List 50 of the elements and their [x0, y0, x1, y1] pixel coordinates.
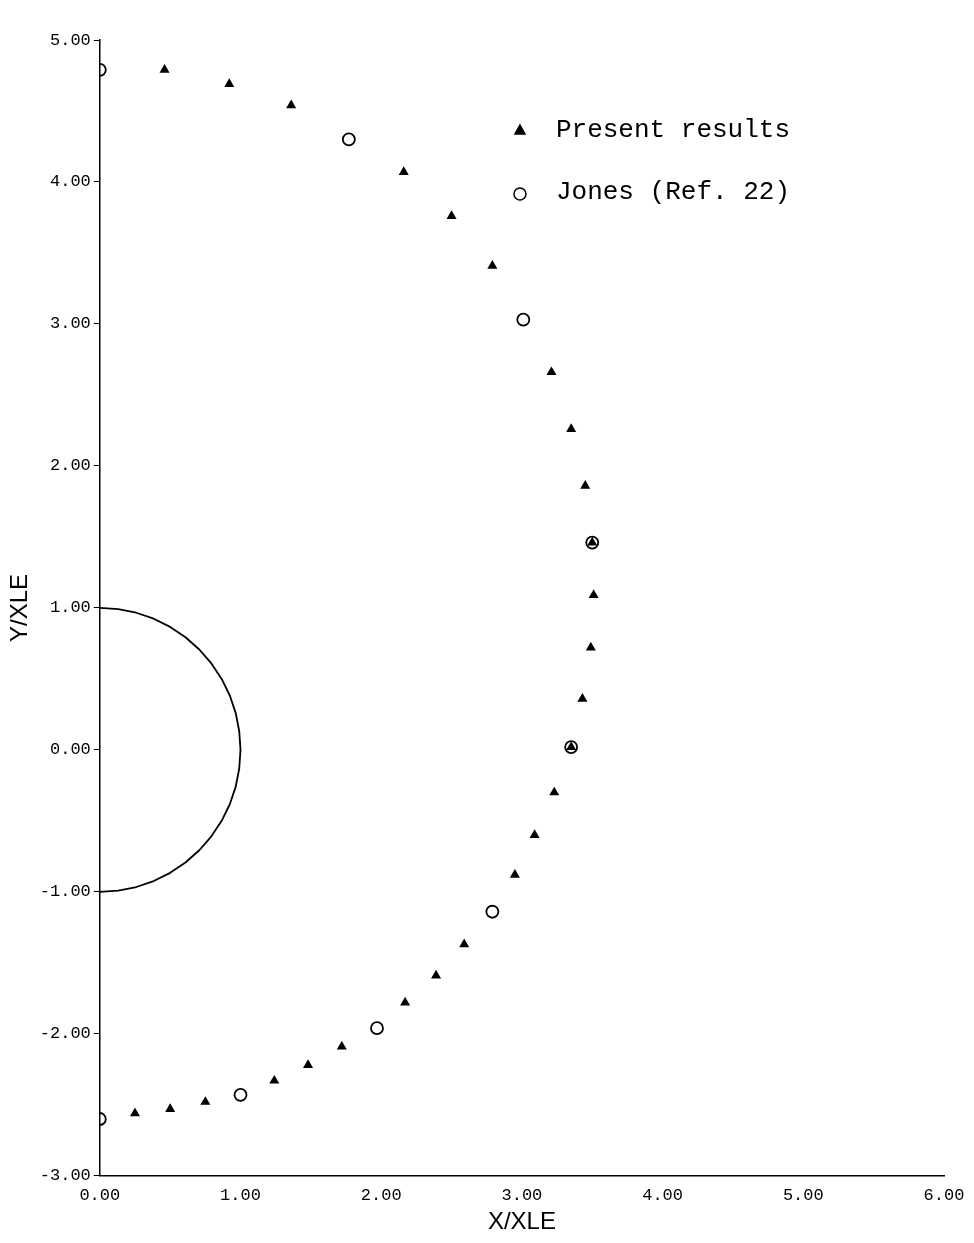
x-tick-label: 1.00	[220, 1185, 261, 1205]
y-tick-label: -3.00	[39, 1166, 91, 1186]
point	[200, 1097, 210, 1105]
point	[303, 1060, 313, 1068]
point	[586, 642, 596, 651]
point	[585, 535, 600, 550]
point	[224, 79, 234, 87]
point	[547, 367, 556, 376]
point	[589, 590, 599, 599]
x-tick-label: 3.00	[501, 1185, 543, 1205]
point	[130, 1108, 140, 1117]
x-tick-label: 4.00	[642, 1185, 684, 1205]
point	[459, 939, 469, 948]
point	[516, 312, 531, 327]
point	[286, 100, 296, 109]
y-tick-label: -2.00	[39, 1024, 91, 1044]
point	[566, 424, 576, 432]
y-tick-label: 4.00	[50, 172, 91, 192]
point	[341, 132, 356, 147]
point	[400, 997, 410, 1006]
y-tick-label: 3.00	[50, 314, 91, 334]
y-tick-label: 2.00	[50, 456, 91, 476]
x-tick-label: 0.00	[79, 1185, 121, 1205]
x-axis-title: X/XLE	[487, 1207, 556, 1235]
legend-label: Jones (Ref. 22)	[555, 176, 791, 207]
point	[447, 211, 456, 219]
point	[530, 830, 539, 838]
point	[549, 787, 559, 796]
y-axis-title: Y/XLE	[5, 573, 33, 642]
point	[578, 693, 587, 702]
y-tick-label: 1.00	[50, 598, 91, 618]
point	[580, 480, 590, 489]
point	[370, 1021, 384, 1036]
y-tick-label: 5.00	[50, 30, 91, 50]
point	[337, 1041, 347, 1050]
point	[269, 1075, 279, 1084]
point	[487, 260, 497, 269]
point	[399, 167, 409, 175]
point	[233, 1087, 248, 1102]
x-tick-label: 5.00	[782, 1185, 824, 1205]
x-tick-label: 6.00	[923, 1185, 965, 1205]
legend-label: Present results	[555, 114, 791, 145]
y-tick-label: -1.00	[39, 882, 91, 902]
point	[160, 64, 169, 73]
y-tick-label: 0.00	[50, 740, 91, 760]
point	[165, 1104, 175, 1112]
point	[485, 904, 500, 919]
point	[510, 869, 520, 878]
x-tick-label: 2.00	[360, 1185, 402, 1205]
point	[431, 970, 441, 979]
